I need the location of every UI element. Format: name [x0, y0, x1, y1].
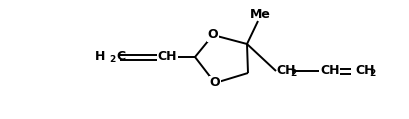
Text: Me: Me: [249, 7, 270, 20]
Text: CH: CH: [157, 50, 177, 64]
Text: CH: CH: [355, 64, 375, 77]
Text: CH: CH: [276, 64, 295, 77]
Text: 2: 2: [109, 55, 115, 64]
Text: CH: CH: [320, 64, 339, 77]
Text: H: H: [94, 50, 105, 64]
Text: C: C: [116, 50, 125, 64]
Text: O: O: [210, 77, 220, 89]
Text: 2: 2: [290, 69, 296, 77]
Text: O: O: [208, 28, 218, 42]
Text: 2: 2: [369, 69, 375, 77]
